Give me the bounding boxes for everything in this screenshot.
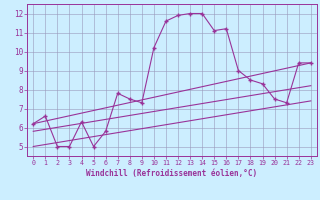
X-axis label: Windchill (Refroidissement éolien,°C): Windchill (Refroidissement éolien,°C) xyxy=(86,169,258,178)
